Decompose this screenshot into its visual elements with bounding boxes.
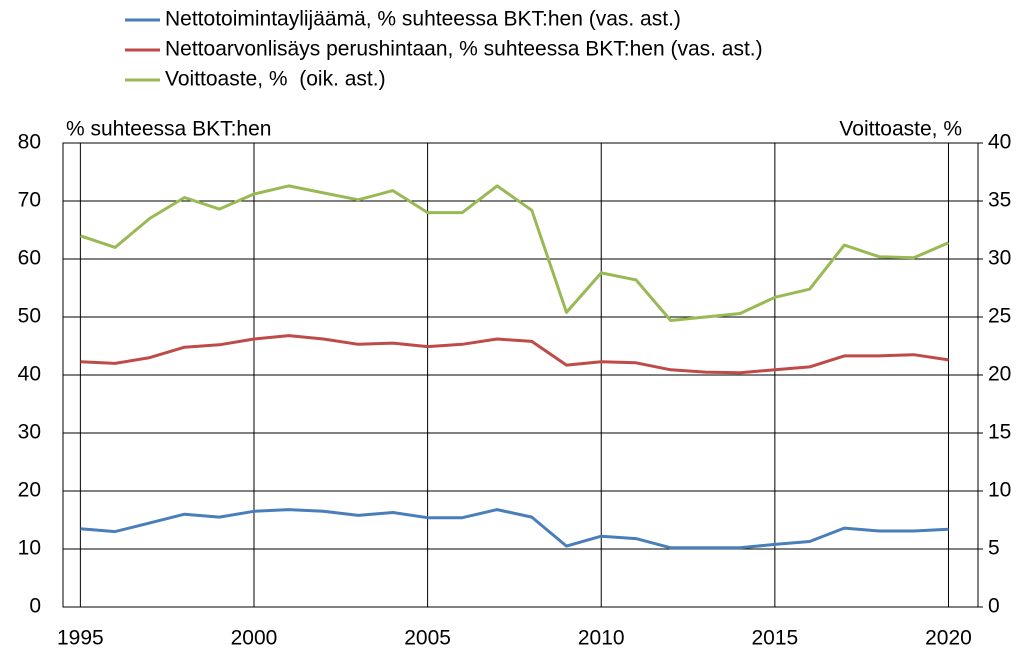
y2-tick-label: 30 [988,247,1011,270]
y-tick-label: 80 [18,131,41,154]
y2-tick-label: 25 [988,305,1011,328]
series-line [79,184,950,322]
x-tick-label: 2015 [752,627,799,649]
y-tick-label: 30 [18,421,41,444]
x-tick-label: 2005 [404,627,451,649]
y2-tick-label: 20 [988,363,1011,386]
legend-label: Nettotoimintaylijäämä, % suhteessa BKT:h… [165,8,681,31]
x-tick-label: 2020 [925,627,972,649]
legend-label: Voittoaste, % (oik. ast.) [165,68,386,91]
y-tick-label: 10 [18,537,41,560]
y2-axis-label: Voittoaste, % [839,118,962,141]
y-tick-label: 20 [18,479,41,502]
plot-frame [62,142,979,608]
y-axis-label: % suhteessa BKT:hen [66,118,271,141]
y2-tick-label: 35 [988,189,1011,212]
x-tick-label: 2000 [231,627,278,649]
series-line [80,508,949,550]
y-tick-label: 0 [29,595,41,618]
legend-label: Nettoarvonlisäys perushintaan, % suhtees… [165,38,763,61]
y2-tick-label: 0 [988,595,1000,618]
x-tick-label: 1995 [57,627,104,649]
y-tick-label: 50 [18,305,41,328]
x-tick-label: 2010 [578,627,625,649]
y2-tick-label: 5 [988,537,1000,560]
y-tick-label: 60 [18,247,41,270]
series-line [80,334,949,375]
y-tick-label: 40 [18,363,41,386]
y2-tick-label: 40 [988,131,1011,154]
y2-tick-label: 10 [988,479,1011,502]
y2-tick-label: 15 [988,421,1011,444]
y-tick-label: 70 [18,189,41,212]
